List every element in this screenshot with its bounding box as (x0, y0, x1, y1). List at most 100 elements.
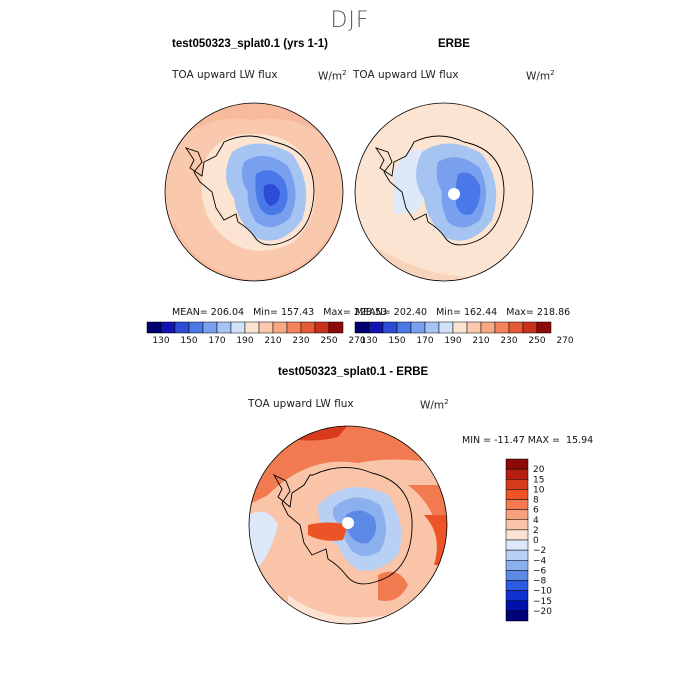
map3-antarctica-coastline (272, 467, 413, 585)
panel3-variable-label: TOA upward LW flux (248, 398, 354, 410)
map2-warm-band-south (355, 222, 533, 281)
panel1-colorbar-swatch (328, 321, 344, 334)
panel3-colorbar-tick-label: 20 (533, 465, 545, 475)
panel2-colorbar-tick-label: 190 (444, 336, 461, 346)
panel3-colorbar-swatch (505, 560, 529, 571)
panel2-colorbar-swatch (382, 321, 398, 334)
panel3-colorbar-swatch (505, 499, 529, 510)
panel2-colorbar-swatch (368, 321, 384, 334)
panel1-colorbar-swatch (258, 321, 274, 334)
panel1-polar-map (164, 102, 344, 282)
panel3-colorbar-swatch (505, 610, 529, 622)
panel3-colorbar-swatch (505, 549, 529, 561)
panel1-colorbar: 130 150 170 190 210 230 250 270 (146, 321, 366, 346)
panel1-colorbar-tick-label: 170 (208, 336, 225, 346)
panel3-colorbar-tick-label: −8 (533, 577, 547, 587)
panel3-colorbar-tick-label: −2 (533, 546, 546, 556)
panel2-colorbar-tick-label: 210 (472, 336, 489, 346)
panel3-colorbar-tick-label: −6 (533, 566, 547, 576)
panel1-colorbar-tick-label: 210 (264, 336, 281, 346)
map2-missing-data-hole (448, 188, 460, 200)
panel3-colorbar-swatch (505, 590, 529, 601)
panel1-colorbar-swatch (160, 321, 176, 334)
panel2-colorbar-tick-label: 250 (528, 336, 545, 346)
panel3-title: test050323_splat0.1 - ERBE (278, 366, 429, 378)
panel2-colorbar-swatch (452, 321, 468, 334)
panel2-colorbar-swatch (480, 321, 496, 334)
panel2-colorbar-swatch (508, 321, 524, 334)
panel3-colorbar-swatch (505, 539, 529, 551)
panel3-polar-map (248, 425, 448, 625)
panel3-colorbar-swatch (505, 489, 529, 500)
panel1-colorbar-swatch (300, 321, 316, 334)
panel3-colorbar-tick-label: 8 (533, 496, 539, 506)
panel2-colorbar-swatch (438, 321, 454, 334)
map1-contour-130 (263, 184, 280, 206)
panel2-colorbar-tick-label: 130 (360, 336, 377, 346)
panel1-colorbar-swatch (146, 321, 162, 334)
panel3-units: W/m2 (420, 398, 449, 412)
panel1-stats: MEAN= 206.04 Min= 157.43 Max= 228.53 (172, 307, 388, 318)
panel3-colorbar-swatch (505, 509, 529, 520)
panel3-colorbar-tick-label: −10 (533, 587, 552, 597)
panel1-colorbar-tick-label: 190 (236, 336, 253, 346)
panel3-colorbar-tick-label: 15 (533, 475, 544, 485)
panel1-variable-label: TOA upward LW flux (172, 69, 278, 81)
panel2-variable-label: TOA upward LW flux (353, 69, 459, 81)
panel2-colorbar-swatch (494, 321, 510, 334)
panel3-colorbar-swatch (505, 479, 529, 490)
panel1-colorbar-tick-label: 130 (152, 336, 169, 346)
map1-boundary (164, 102, 344, 282)
panel3-colorbar-tick-label: 2 (533, 526, 539, 536)
panel1-colorbar-tick-label: 150 (180, 336, 197, 346)
map3-contour-minus6 (345, 510, 376, 544)
panel3-colorbar-swatch (505, 458, 529, 470)
panel3-colorbar-swatch (505, 529, 529, 541)
panel3-stats: MIN = -11.47 MAX = 15.94 (462, 435, 594, 446)
map3-positive-band-north (249, 426, 447, 505)
panel1-colorbar-tick-label: 250 (320, 336, 337, 346)
panel1-colorbar-swatch (188, 321, 204, 334)
panel3-colorbar-tick-label: 4 (533, 516, 539, 526)
panel3-colorbar-tick-label: −20 (533, 607, 552, 617)
panel1-colorbar-swatch (230, 321, 246, 334)
panel3-colorbar-tick-label: −15 (533, 597, 552, 607)
map3-missing-data-hole (342, 517, 354, 529)
panel1-colorbar-swatch (174, 321, 190, 334)
panel2-colorbar-tick-label: 230 (500, 336, 517, 346)
map3-strong-positive-east (424, 515, 447, 565)
panel3-colorbar-swatch (505, 468, 529, 480)
panel3-colorbar-swatch (505, 519, 529, 531)
panel2-title: ERBE (438, 38, 470, 50)
panel1-colorbar-swatch (216, 321, 232, 334)
map2-antarctica-coastline (374, 135, 505, 246)
panel1-colorbar-swatch (286, 321, 302, 334)
panel2-colorbar-tick-label: 170 (416, 336, 433, 346)
panel1-colorbar-swatch (244, 321, 260, 334)
panel2-units: W/m2 (526, 69, 555, 83)
panel2-colorbar-swatch (536, 321, 552, 334)
panel2-colorbar-swatch (466, 321, 482, 334)
page-title: DJF (330, 8, 370, 33)
panel2-colorbar-swatch (424, 321, 440, 334)
map1-antarctica-coastline (184, 135, 315, 246)
map2-contour-150 (455, 172, 481, 215)
panel3-colorbar-tick-label: −4 (533, 556, 547, 566)
map3-boundary (248, 425, 448, 625)
panel2-stats: MEAN= 202.40 Min= 162.44 Max= 218.86 (355, 307, 571, 318)
panel3-colorbar-tick-label: 6 (533, 506, 539, 516)
panel1-colorbar-tick-label: 230 (292, 336, 309, 346)
panel1-colorbar-swatch (202, 321, 218, 334)
panel3-colorbar-tick-label: 0 (533, 536, 539, 546)
panel1-units: W/m2 (318, 69, 347, 83)
panel1-title: test050323_splat0.1 (yrs 1-1) (172, 38, 328, 50)
map3-positive-patch-peninsula (308, 522, 348, 541)
map2-boundary (354, 102, 534, 282)
panel1-colorbar-tick-label: 270 (348, 336, 365, 346)
panel2-polar-map (354, 102, 534, 282)
panel2-colorbar-tick-label: 270 (556, 336, 573, 346)
panel2-colorbar-swatch (522, 321, 538, 334)
map3-positive-patch-southeast (378, 571, 408, 601)
panel2-colorbar-swatch (410, 321, 426, 334)
